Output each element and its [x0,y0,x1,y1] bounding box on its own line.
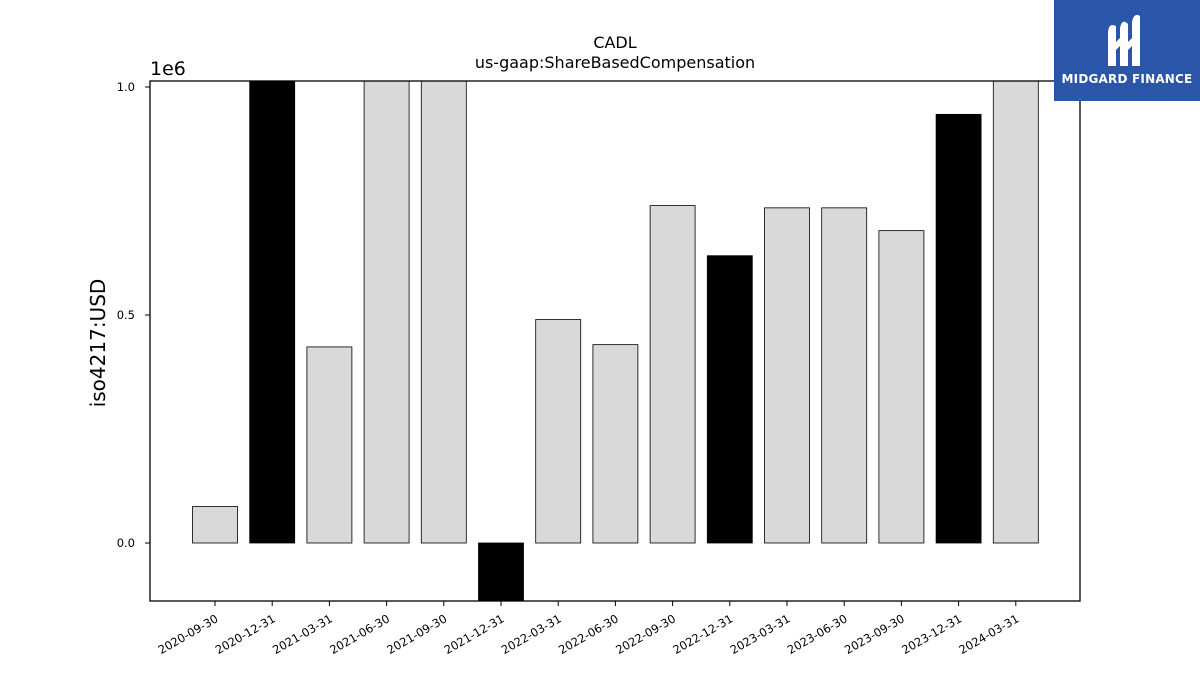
x-tick-label: 2022-03-31 [499,611,564,657]
chart-subtitle: us-gaap:ShareBasedCompensation [475,53,755,72]
x-tick-label: 2023-06-30 [785,611,850,657]
bar-2022-12-31 [706,255,753,544]
bar-2023-09-30 [878,230,925,544]
y-axis-multiplier: 1e6 [150,58,186,80]
x-tick-label: 2021-09-30 [384,611,449,657]
bar-2020-12-31 [249,80,296,544]
midgard-logo-icon [1108,14,1140,66]
x-tick-label: 2020-12-31 [213,611,278,657]
midgard-finance-logo: MIDGARD FINANCE [1054,0,1200,101]
plot-frame [149,80,1081,602]
logo-text: MIDGARD FINANCE [1061,72,1193,86]
y-tick-label: 1.0 [117,80,135,94]
bar-2021-06-30 [363,80,410,544]
x-tick-label: 2021-03-31 [270,611,335,657]
x-ticks-group: 2020-09-302020-12-312021-03-312021-06-30… [156,601,1021,657]
x-tick-label: 2022-12-31 [670,611,735,657]
x-tick-label: 2023-03-31 [728,611,793,657]
x-tick-label: 2023-09-30 [842,611,907,657]
x-tick-label: 2020-09-30 [156,611,221,657]
bar-2021-03-31 [306,346,353,544]
y-axis-label: iso4217:USD [86,279,110,408]
x-tick-label: 2022-09-30 [613,611,678,657]
y-tick-label: 0.0 [117,536,135,550]
bar-2023-06-30 [821,207,868,544]
x-tick-label: 2022-06-30 [556,611,621,657]
bars-group [192,80,1039,602]
bar-2021-12-31 [478,542,524,602]
x-tick-label: 2021-12-31 [442,611,507,657]
bar-2023-12-31 [935,113,982,544]
y-ticks-group: 0.00.51.01.52.0 [117,80,150,550]
bar-2022-06-30 [592,344,639,544]
chart-title: CADL [593,33,636,52]
x-tick-label: 2021-06-30 [327,611,392,657]
bar-2022-09-30 [649,205,696,544]
bar-2023-03-31 [764,207,810,544]
x-tick-label: 2023-12-31 [899,611,964,657]
x-tick-label: 2024-03-31 [956,611,1021,657]
bar-2021-09-30 [420,80,467,544]
bar-2022-03-31 [535,319,582,544]
bar-2024-03-31 [992,80,1039,544]
y-tick-label: 0.5 [117,308,135,322]
bar-2020-09-30 [192,506,238,544]
